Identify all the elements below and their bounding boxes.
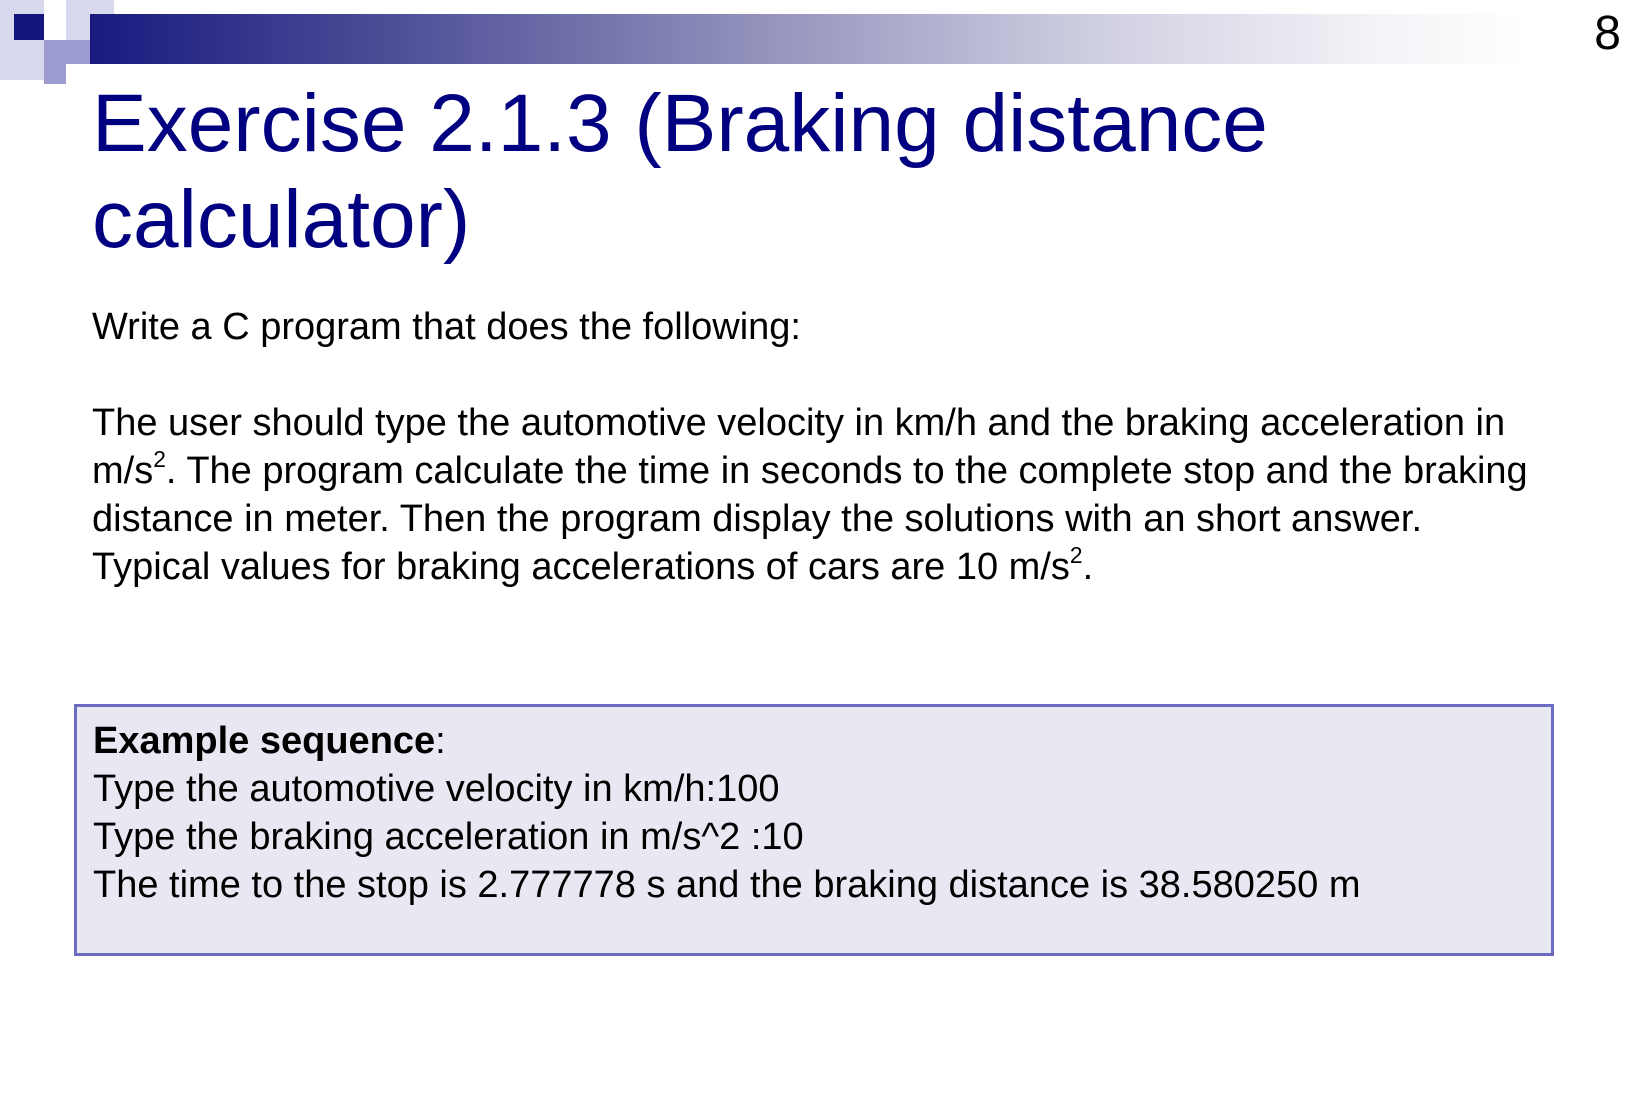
example-heading-label: Example sequence bbox=[93, 720, 436, 762]
example-line-acceleration: Type the braking acceleration in m/s^2 :… bbox=[93, 816, 804, 858]
deco-square-light bbox=[0, 0, 44, 80]
superscript-2-second: 2 bbox=[1069, 542, 1083, 569]
task-text-part2: . The program calculate the time in seco… bbox=[92, 450, 1528, 588]
example-heading: Example sequence: bbox=[93, 717, 1535, 765]
example-line-result: The time to the stop is 2.777778 s and t… bbox=[93, 864, 1361, 906]
task-paragraph: The user should type the automotive velo… bbox=[92, 399, 1532, 591]
paragraph-gap bbox=[92, 351, 1532, 399]
header-gradient-bar bbox=[90, 14, 1527, 64]
superscript-2: 2 bbox=[153, 446, 166, 473]
intro-text: Write a C program that does the followin… bbox=[92, 306, 801, 348]
task-text-part3: . bbox=[1082, 546, 1094, 588]
exercise-description: Write a C program that does the followin… bbox=[92, 303, 1532, 591]
slide-number: 8 bbox=[1594, 7, 1621, 60]
example-heading-colon: : bbox=[435, 720, 446, 762]
deco-square-mid-2 bbox=[66, 40, 90, 64]
deco-square-mid bbox=[44, 40, 66, 84]
task-text-part1: The user should type the automotive velo… bbox=[92, 402, 1506, 492]
example-line-velocity: Type the automotive velocity in km/h:100 bbox=[93, 768, 780, 810]
example-sequence-box: Example sequence: Type the automotive ve… bbox=[74, 704, 1554, 956]
deco-square-dark bbox=[14, 14, 44, 40]
slide-title: Exercise 2.1.3 (Braking distance calcula… bbox=[92, 78, 1268, 265]
